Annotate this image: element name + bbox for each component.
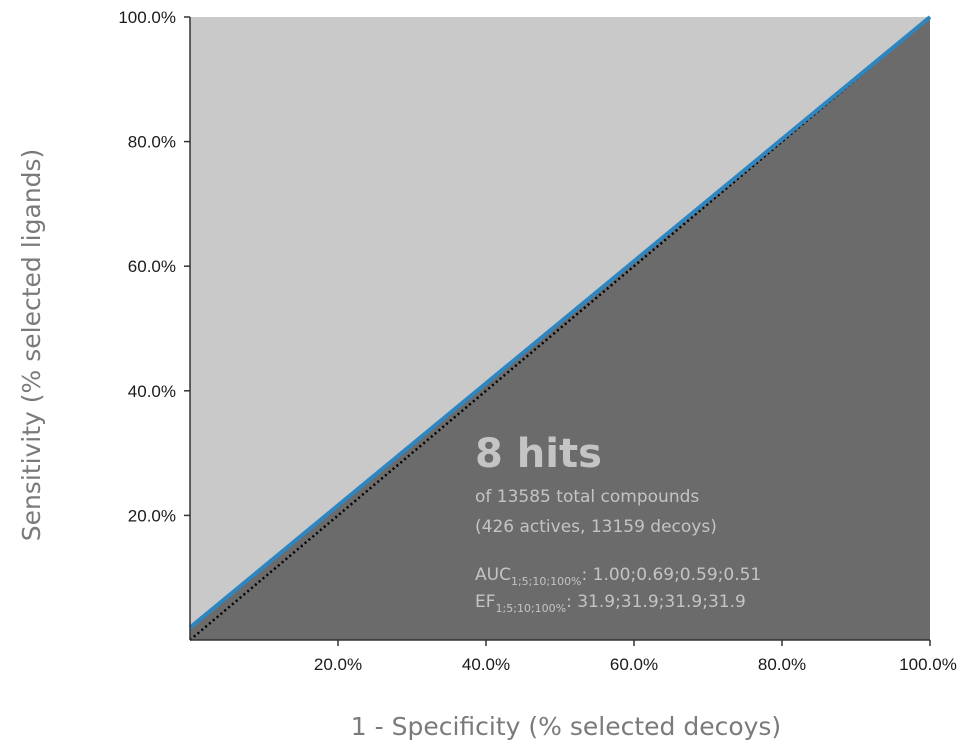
roc-curve-line: [188, 15, 932, 630]
x-tick-label: 20.0%: [314, 655, 362, 674]
x-tick-label: 60.0%: [610, 655, 658, 674]
ef-values: : 31.9;31.9;31.9;31.9: [566, 592, 746, 612]
x-axis-title: 1 - Specificity (% selected decoys): [351, 712, 781, 741]
hits-annotation: 8 hits of 13585 total compounds (426 act…: [475, 431, 761, 615]
tick-layer: 20.0% 40.0% 60.0% 80.0% 100.0% 20.0% 40.0% 60.0…: [118, 8, 957, 674]
y-tick-label: 60.0%: [128, 257, 176, 276]
hits-total-compounds: of 13585 total compounds: [475, 487, 699, 507]
ef-subscript: 1;5;10;100%: [496, 602, 567, 615]
x-tick-label: 100.0%: [899, 655, 957, 674]
x-tick-label: 80.0%: [758, 655, 806, 674]
y-axis-title: Sensitivity (% selected ligands): [17, 149, 46, 542]
ef-line: EF1;5;10;100%: 31.9;31.9;31.9;31.9: [475, 592, 746, 615]
hits-headline: 8 hits: [475, 431, 602, 477]
series-layer: [188, 15, 932, 641]
auc-subscript: 1;5;10;100%: [511, 575, 582, 588]
y-tick-label: 100.0%: [118, 8, 176, 27]
y-tick-label: 80.0%: [128, 133, 176, 152]
x-tick-label: 40.0%: [462, 655, 510, 674]
ef-label: EF: [475, 592, 496, 612]
y-tick-label: 40.0%: [128, 382, 176, 401]
hits-actives-decoys: (426 actives, 13159 decoys): [475, 517, 717, 537]
auc-label: AUC: [475, 565, 511, 585]
auc-line: AUC1;5;10;100%: 1.00;0.69;0.59;0.51: [475, 565, 761, 588]
auc-values: : 1.00;0.69;0.59;0.51: [582, 565, 762, 585]
y-tick-label: 20.0%: [128, 506, 176, 525]
